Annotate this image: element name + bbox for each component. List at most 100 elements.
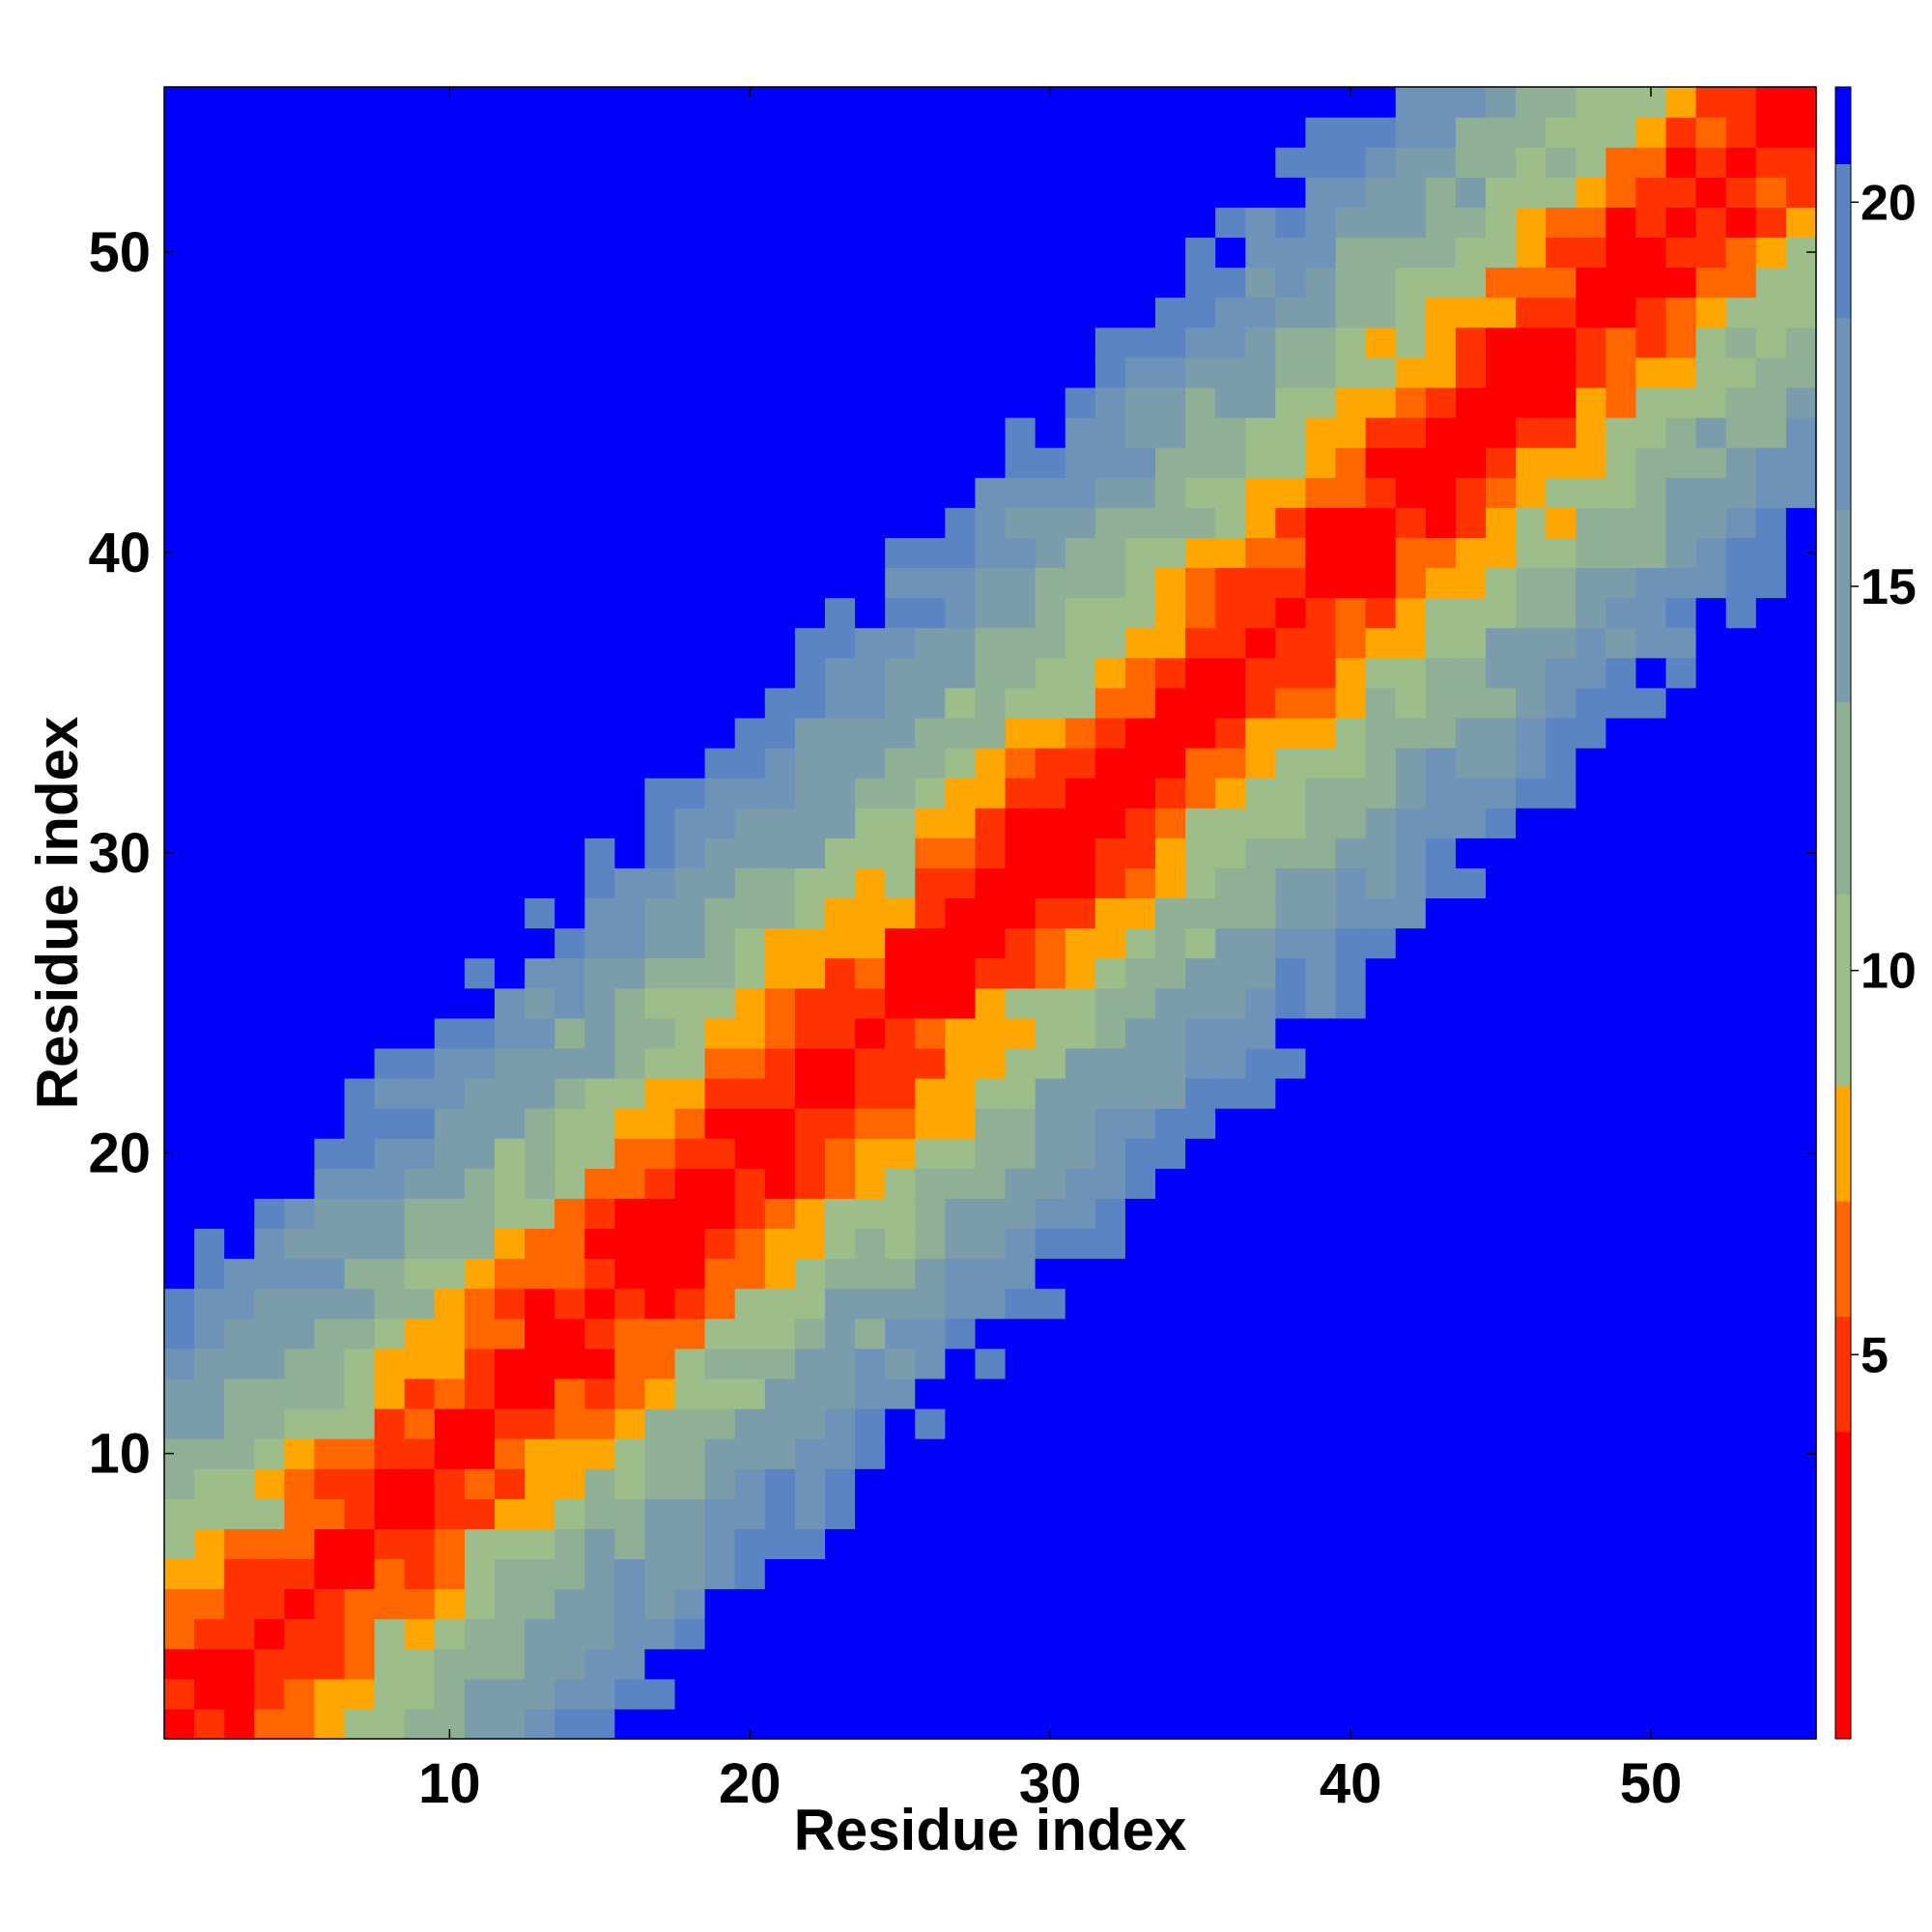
heatmap-cell bbox=[464, 386, 496, 418]
heatmap-cell bbox=[614, 177, 646, 208]
heatmap-cell bbox=[1516, 147, 1547, 178]
heatmap-cell bbox=[1124, 1438, 1156, 1469]
heatmap-cell bbox=[794, 1168, 826, 1199]
heatmap-cell bbox=[1005, 567, 1037, 599]
heatmap-cell bbox=[1245, 897, 1276, 929]
heatmap-cell bbox=[674, 417, 706, 448]
heatmap-cell bbox=[1005, 447, 1037, 478]
heatmap-cell bbox=[434, 1648, 466, 1680]
heatmap-cell bbox=[704, 237, 736, 269]
heatmap-cell bbox=[495, 1378, 526, 1409]
heatmap-cell bbox=[674, 1228, 706, 1260]
heatmap-cell bbox=[885, 1468, 916, 1499]
heatmap-cell bbox=[1124, 808, 1156, 838]
heatmap-cell bbox=[915, 1498, 946, 1529]
heatmap-cell bbox=[224, 147, 255, 178]
heatmap-cell bbox=[915, 1468, 946, 1499]
heatmap-cell bbox=[525, 1498, 555, 1529]
heatmap-cell bbox=[704, 1168, 736, 1199]
heatmap-cell bbox=[1755, 1618, 1787, 1650]
heatmap-cell bbox=[1155, 447, 1186, 478]
heatmap-cell bbox=[224, 297, 255, 328]
heatmap-cell bbox=[344, 1648, 376, 1680]
heatmap-cell bbox=[1094, 237, 1126, 269]
heatmap-cell bbox=[314, 1438, 346, 1469]
heatmap-cell bbox=[945, 87, 977, 118]
heatmap-cell bbox=[794, 778, 826, 809]
heatmap-cell bbox=[404, 447, 436, 478]
heatmap-cell bbox=[1425, 748, 1457, 779]
heatmap-cell bbox=[314, 927, 346, 959]
heatmap-cell bbox=[1215, 177, 1246, 208]
heatmap-cell bbox=[314, 477, 346, 508]
heatmap-cell bbox=[1124, 327, 1156, 358]
heatmap-cell bbox=[1305, 597, 1337, 629]
heatmap-cell bbox=[1785, 1318, 1817, 1350]
heatmap-cell bbox=[1124, 778, 1156, 809]
heatmap-cell bbox=[1005, 507, 1037, 538]
heatmap-cell bbox=[644, 1438, 676, 1469]
heatmap-cell bbox=[314, 1648, 346, 1680]
colorbar-segment bbox=[1835, 894, 1851, 1087]
heatmap-cell bbox=[1124, 597, 1156, 629]
heatmap-cell bbox=[1155, 417, 1186, 448]
heatmap-cell bbox=[734, 1047, 766, 1079]
heatmap-cell bbox=[1425, 987, 1457, 1019]
heatmap-cell bbox=[1725, 838, 1757, 868]
heatmap-cell bbox=[1546, 567, 1577, 599]
heatmap-cell bbox=[704, 356, 736, 388]
heatmap-cell bbox=[1516, 477, 1547, 508]
heatmap-cell bbox=[1635, 597, 1667, 629]
heatmap-cell bbox=[704, 1408, 736, 1439]
heatmap-cell bbox=[674, 477, 706, 508]
heatmap-cell bbox=[915, 507, 946, 538]
heatmap-cell bbox=[464, 1228, 496, 1260]
heatmap-cell bbox=[374, 627, 406, 659]
heatmap-cell bbox=[314, 147, 346, 178]
heatmap-cell bbox=[764, 297, 796, 328]
heatmap-cell bbox=[1785, 297, 1817, 328]
heatmap-cell bbox=[314, 1498, 346, 1529]
heatmap-cell bbox=[764, 1168, 796, 1199]
heatmap-cell bbox=[464, 748, 496, 779]
heatmap-cell bbox=[584, 1348, 615, 1379]
heatmap-cell bbox=[734, 267, 766, 298]
heatmap-cell bbox=[1035, 1017, 1066, 1049]
heatmap-cell bbox=[584, 1017, 615, 1049]
heatmap-cell bbox=[374, 1588, 406, 1620]
heatmap-cell bbox=[1695, 1708, 1727, 1740]
heatmap-cell bbox=[734, 417, 766, 448]
heatmap-cell bbox=[855, 87, 886, 118]
heatmap-cell bbox=[1695, 687, 1727, 719]
heatmap-cell bbox=[404, 657, 436, 689]
heatmap-cell bbox=[1725, 447, 1757, 478]
heatmap-cell bbox=[374, 1648, 406, 1680]
heatmap-cell bbox=[374, 1017, 406, 1049]
heatmap-cell bbox=[1785, 177, 1817, 208]
heatmap-cell bbox=[194, 1378, 225, 1409]
heatmap-cell bbox=[704, 1017, 736, 1049]
heatmap-cell bbox=[1546, 477, 1577, 508]
heatmap-cell bbox=[254, 657, 285, 689]
heatmap-cell bbox=[1005, 957, 1037, 989]
heatmap-cell bbox=[194, 477, 225, 508]
heatmap-cell bbox=[194, 808, 225, 838]
heatmap-cell bbox=[1185, 1348, 1216, 1379]
heatmap-cell bbox=[1065, 1258, 1096, 1290]
heatmap-cell bbox=[915, 1198, 946, 1230]
heatmap-cell bbox=[1546, 1078, 1577, 1109]
heatmap-cell bbox=[404, 1348, 436, 1379]
heatmap-cell bbox=[1365, 1498, 1397, 1529]
heatmap-cell bbox=[1005, 1348, 1037, 1379]
heatmap-cell bbox=[284, 417, 316, 448]
heatmap-cell bbox=[1245, 507, 1276, 538]
heatmap-cell bbox=[1305, 1588, 1337, 1620]
heatmap-cell bbox=[1094, 1318, 1126, 1350]
heatmap-cell bbox=[1755, 657, 1787, 689]
heatmap-cell bbox=[404, 356, 436, 388]
heatmap-cell bbox=[644, 117, 676, 148]
heatmap-cell bbox=[1635, 1528, 1667, 1560]
heatmap-cell bbox=[525, 356, 555, 388]
heatmap-cell bbox=[1335, 356, 1367, 388]
heatmap-cell bbox=[1635, 237, 1667, 269]
